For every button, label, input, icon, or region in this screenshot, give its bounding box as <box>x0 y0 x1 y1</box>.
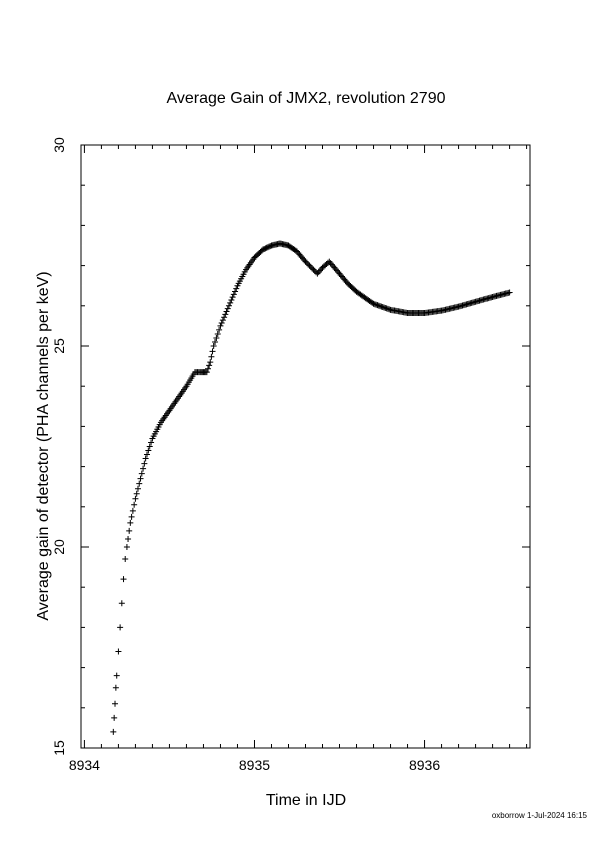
axis-ticks <box>81 144 530 749</box>
chart-title: Average Gain of JMX2, revolution 2790 <box>167 90 446 107</box>
data-point <box>229 294 236 301</box>
data-point <box>214 330 221 337</box>
data-point <box>233 285 240 292</box>
data-point <box>113 672 120 679</box>
y-axis-label: Average gain of detector (PHA channels p… <box>35 271 52 620</box>
data-point <box>212 338 219 345</box>
data-point <box>217 322 224 329</box>
data-point <box>112 684 119 691</box>
data-point <box>131 501 138 508</box>
data-point <box>218 320 225 327</box>
data-point <box>232 288 239 295</box>
data-point <box>309 265 316 272</box>
data-point <box>134 485 141 492</box>
data-point <box>216 326 223 333</box>
data-point <box>228 297 235 304</box>
data-point <box>112 700 119 707</box>
data-point <box>118 600 125 607</box>
data-point <box>122 556 129 563</box>
data-point <box>115 648 122 655</box>
data-point <box>148 439 155 446</box>
x-tick-label: 8934 <box>69 757 100 773</box>
data-point <box>136 480 143 487</box>
data-point <box>303 259 310 266</box>
data-point <box>311 267 318 274</box>
data-point <box>117 624 124 631</box>
data-points <box>110 240 513 735</box>
data-point <box>369 299 376 306</box>
data-point <box>207 359 214 366</box>
data-point <box>301 257 308 264</box>
data-point <box>302 258 309 265</box>
x-tick-label: 8936 <box>409 757 440 773</box>
y-tick-label: 15 <box>51 740 67 756</box>
y-tick-label: 20 <box>51 539 67 555</box>
data-point <box>203 369 210 376</box>
data-point <box>221 314 228 321</box>
data-point <box>128 513 135 520</box>
data-point <box>126 527 133 534</box>
x-tick-label: 8935 <box>239 757 270 773</box>
data-point <box>213 334 220 341</box>
data-point <box>120 576 127 583</box>
data-point <box>222 311 229 318</box>
data-point <box>506 289 513 296</box>
plot-frame <box>80 144 531 749</box>
data-point <box>225 302 232 309</box>
footer-credit: oxborrow 1-Jul-2024 16:15 <box>492 811 588 820</box>
data-point <box>142 455 149 462</box>
y-tick-label: 25 <box>51 338 67 354</box>
data-point <box>230 291 237 298</box>
data-point <box>204 365 211 372</box>
tick-labels: 15 20 25 30 8934 8935 8936 <box>51 137 440 773</box>
data-point <box>127 519 134 526</box>
data-point <box>208 353 215 360</box>
data-point <box>129 507 136 514</box>
data-point <box>110 728 117 735</box>
data-point <box>307 263 314 270</box>
x-axis-label: Time in IJD <box>266 792 346 809</box>
data-point <box>137 475 144 482</box>
data-point <box>219 317 226 324</box>
data-point <box>138 470 145 477</box>
data-point <box>146 443 153 450</box>
data-point <box>140 465 147 472</box>
data-point <box>143 451 150 458</box>
data-point <box>145 447 152 454</box>
y-tick-label: 30 <box>51 137 67 153</box>
data-point <box>305 261 312 268</box>
data-point <box>132 495 139 502</box>
data-point <box>123 544 130 550</box>
data-point <box>227 299 234 306</box>
data-point <box>209 348 216 355</box>
data-point <box>111 714 118 721</box>
data-point <box>224 305 231 312</box>
data-point <box>206 362 213 369</box>
data-point <box>141 460 148 467</box>
data-point <box>306 262 313 269</box>
data-point <box>210 343 217 349</box>
data-point <box>310 266 317 273</box>
data-point <box>133 490 140 497</box>
data-point <box>125 535 132 542</box>
data-point <box>223 308 230 315</box>
